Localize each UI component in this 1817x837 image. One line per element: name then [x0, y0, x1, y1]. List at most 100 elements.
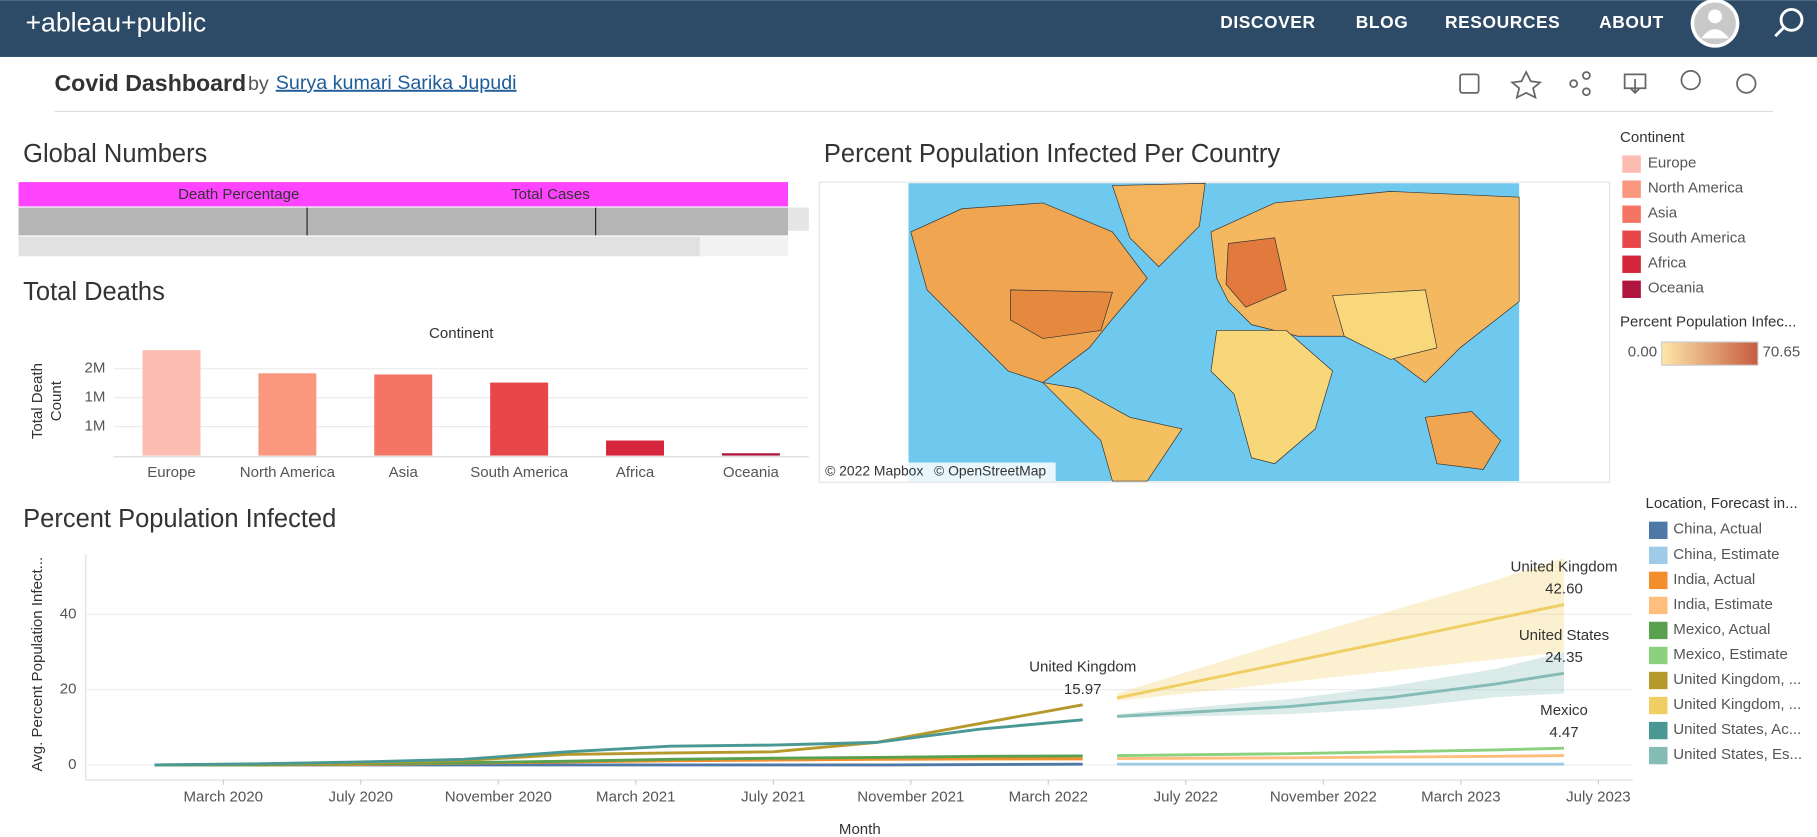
legend-label: China, Actual	[1673, 521, 1762, 538]
legend-title: Percent Population Infec...	[1620, 313, 1797, 330]
y-axis-title: Avg. Percent Population Infect...	[29, 557, 46, 772]
x-tick-label: November 2022	[1270, 788, 1377, 805]
legend-label: United States, Ac...	[1673, 721, 1801, 738]
data-label: 4.47	[1549, 724, 1578, 741]
legend-swatch	[1622, 155, 1641, 173]
legend-swatch	[1648, 746, 1668, 765]
legend-label: Oceania	[1648, 280, 1705, 297]
bar	[606, 440, 664, 456]
x-tick-label: March 2022	[1009, 788, 1088, 805]
legend-label: India, Estimate	[1673, 596, 1773, 613]
legend-swatch	[1648, 571, 1668, 590]
x-tick-label: July 2023	[1566, 788, 1630, 805]
y-axis-title: Total Death	[29, 363, 46, 439]
series-line	[154, 718, 1083, 767]
annotation-label: Mexico	[1540, 702, 1588, 719]
column-header: Continent	[429, 325, 494, 342]
bar	[490, 382, 549, 456]
series-line	[1117, 746, 1565, 758]
table-row	[18, 207, 788, 236]
legend-swatch	[1648, 621, 1668, 640]
legend-swatch	[1648, 671, 1668, 690]
x-tick-label: July 2020	[329, 788, 393, 805]
legend-swatch	[1622, 230, 1641, 248]
data-label: 42.60	[1545, 580, 1583, 597]
y-tick-label: 1M	[85, 418, 106, 435]
dashboard-title: Covid Dashboard	[54, 70, 246, 96]
map-attribution[interactable]: © 2022 Mapbox	[825, 462, 923, 478]
by-text: by	[248, 73, 269, 95]
nav-link[interactable]: RESOURCES	[1445, 12, 1560, 32]
x-tick-label: July 2022	[1154, 788, 1218, 805]
legend-label: United States, Es...	[1673, 746, 1802, 763]
legend-swatch	[1648, 546, 1668, 565]
share-icon[interactable]	[1569, 71, 1591, 97]
avatar[interactable]	[1690, 0, 1740, 48]
legend-label: India, Actual	[1673, 571, 1755, 588]
scrollbar	[787, 207, 809, 231]
legend-swatch	[1648, 646, 1668, 665]
series-line	[1116, 603, 1565, 700]
legend-max: 70.65	[1763, 343, 1801, 360]
y-tick-label: 20	[60, 681, 77, 698]
legend-swatch	[1622, 280, 1641, 298]
legend-swatch	[1622, 180, 1641, 198]
legend-label: Mexico, Actual	[1673, 621, 1770, 638]
legend-label: North America	[1648, 180, 1744, 197]
table-row	[699, 236, 788, 257]
forecast-band	[1117, 557, 1564, 701]
annotation-label: United Kingdom	[1510, 558, 1617, 575]
x-axis-title: Month	[839, 821, 881, 837]
panel-title: Total Deaths	[23, 278, 165, 306]
legend-title: Location, Forecast in...	[1645, 495, 1797, 512]
author-link[interactable]: Surya kumari Sarika Jupudi	[276, 72, 517, 94]
x-tick-label: March 2020	[184, 788, 263, 805]
bar	[142, 350, 201, 456]
search-icon[interactable]	[1774, 7, 1804, 38]
legend-label: Europe	[1648, 155, 1697, 172]
nav-link[interactable]: ABOUT	[1599, 12, 1664, 32]
legend-swatch	[1648, 521, 1668, 540]
panel-title: Global Numbers	[23, 140, 207, 168]
legend-label: South America	[1648, 230, 1746, 247]
column-header: Death Percentage	[178, 186, 299, 203]
download-icon[interactable]	[1623, 73, 1647, 95]
legend-label: Asia	[1648, 205, 1678, 222]
panel-title: Percent Population Infected	[23, 505, 336, 533]
edit-icon[interactable]	[1459, 73, 1480, 94]
x-tick-label: South America	[470, 464, 568, 481]
column-header: Total Cases	[511, 186, 590, 203]
logo[interactable]: +ableau+public	[25, 8, 206, 38]
table-row	[18, 236, 700, 257]
x-tick-label: March 2023	[1421, 788, 1500, 805]
top-bar	[0, 0, 1817, 57]
legend-swatch	[1622, 205, 1641, 223]
attribution-bg	[820, 462, 1056, 482]
x-tick-label: North America	[240, 464, 336, 481]
color-ramp	[1661, 341, 1759, 366]
legend-swatch	[1648, 596, 1668, 615]
data-label: 15.97	[1064, 681, 1102, 698]
series-line	[1117, 671, 1565, 718]
legend-swatch	[1648, 696, 1668, 715]
legend-label: United Kingdom, ...	[1673, 696, 1801, 713]
y-tick-label: 40	[60, 605, 77, 622]
x-tick-label: November 2020	[445, 788, 552, 805]
badge-icon[interactable]	[1680, 69, 1701, 91]
favorite-icon[interactable]	[1510, 70, 1543, 100]
x-tick-label: March 2021	[596, 788, 675, 805]
map-attribution[interactable]: © OpenStreetMap	[934, 462, 1046, 478]
bar	[374, 374, 433, 456]
nav-link[interactable]: DISCOVER	[1220, 12, 1315, 32]
y-axis-title: Count	[48, 380, 65, 421]
settings-icon[interactable]	[1736, 73, 1757, 94]
annotation-label: United States	[1519, 627, 1609, 644]
nav-link[interactable]: BLOG	[1356, 12, 1409, 32]
y-tick-label: 0	[68, 756, 76, 773]
legend-label: China, Estimate	[1673, 546, 1779, 563]
legend-swatch	[1648, 721, 1668, 740]
legend-label: Africa	[1648, 255, 1687, 272]
forecast-band	[1117, 651, 1564, 718]
bar	[258, 373, 317, 456]
